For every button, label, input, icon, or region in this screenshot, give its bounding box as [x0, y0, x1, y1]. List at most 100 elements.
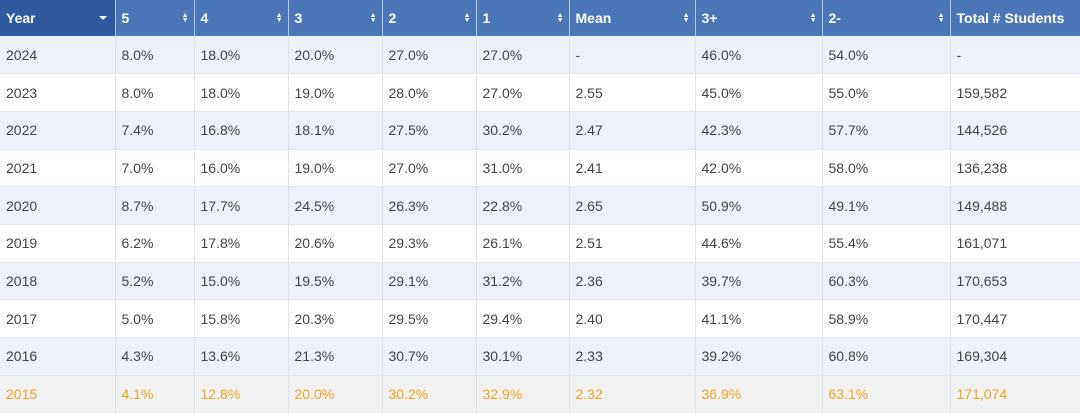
cell-score-1: 31.0% [476, 149, 570, 188]
cell-total-students: 144,526 [950, 111, 1080, 150]
cell-score-5: 4.3% [115, 337, 195, 376]
cell-score-1: 31.2% [476, 262, 570, 301]
cell-score-2: 27.5% [382, 111, 477, 150]
cell-score-2: 29.5% [382, 299, 477, 338]
column-header-label: 2- [828, 10, 841, 26]
cell-year: 2024 [0, 36, 116, 75]
cell-score-2: 30.7% [382, 337, 477, 376]
column-header-score-3[interactable]: 3 ▲ ▼ [288, 0, 383, 36]
cell-2-minus: 60.8% [822, 337, 951, 376]
cell-score-4: 17.7% [194, 186, 289, 225]
cell-score-1: 32.9% [476, 375, 570, 413]
column-header-score-5[interactable]: 5 ▲ ▼ [115, 0, 195, 36]
cell-score-1: 30.1% [476, 337, 570, 376]
cell-score-3: 20.0% [288, 36, 383, 75]
column-header-label: Total # Students [956, 10, 1065, 26]
column-header-score-2[interactable]: 2 ▲ ▼ [382, 0, 477, 36]
cell-3-plus: 42.3% [695, 111, 823, 150]
cell-score-3: 20.0% [288, 375, 383, 413]
cell-year: 2023 [0, 73, 116, 112]
cell-score-2: 27.0% [382, 149, 477, 188]
column-header-label: Mean [575, 10, 612, 26]
cell-score-2: 30.2% [382, 375, 477, 413]
cell-mean: 2.40 [569, 299, 696, 338]
sort-icon[interactable]: ▲ ▼ [937, 12, 945, 24]
cell-mean: 2.51 [569, 224, 696, 263]
cell-score-1: 27.0% [476, 36, 570, 75]
sort-icon[interactable]: ▲ ▼ [809, 12, 817, 24]
cell-total-students: 149,488 [950, 186, 1080, 225]
cell-score-3: 18.1% [288, 111, 383, 150]
cell-score-5: 6.2% [115, 224, 195, 263]
cell-score-2: 28.0% [382, 73, 477, 112]
column-header-score-1[interactable]: 1 ▲ ▼ [476, 0, 570, 36]
cell-2-minus: 49.1% [822, 186, 951, 225]
cell-2-minus: 63.1% [822, 375, 951, 413]
column-header-3-plus[interactable]: 3+ ▲ ▼ [695, 0, 823, 36]
cell-total-students: 136,238 [950, 149, 1080, 188]
cell-score-2: 29.1% [382, 262, 477, 301]
cell-mean: 2.33 [569, 337, 696, 376]
cell-3-plus: 46.0% [695, 36, 823, 75]
cell-total-students: 170,447 [950, 299, 1080, 338]
cell-score-4: 15.8% [194, 299, 289, 338]
sort-icon[interactable]: ▲ ▼ [275, 12, 283, 24]
caret-down-icon[interactable] [98, 16, 107, 20]
cell-total-students: 171,074 [950, 375, 1080, 413]
cell-score-5: 8.7% [115, 186, 195, 225]
cell-year: 2018 [0, 262, 116, 301]
cell-score-5: 7.4% [115, 111, 195, 150]
cell-mean: 2.32 [569, 375, 696, 413]
cell-score-4: 18.0% [194, 73, 289, 112]
sort-icon[interactable]: ▲ ▼ [682, 12, 690, 24]
column-header-mean[interactable]: Mean ▲ ▼ [569, 0, 696, 36]
cell-score-5: 7.0% [115, 149, 195, 188]
sort-icon[interactable]: ▲ ▼ [556, 12, 564, 24]
cell-2-minus: 57.7% [822, 111, 951, 150]
cell-score-3: 20.3% [288, 299, 383, 338]
cell-score-4: 16.8% [194, 111, 289, 150]
cell-score-4: 12.8% [194, 375, 289, 413]
cell-year: 2017 [0, 299, 116, 338]
cell-mean: 2.65 [569, 186, 696, 225]
table-row: 2018 5.2% 15.0% 19.5% 29.1% 31.2% 2.36 3… [0, 262, 1080, 301]
table-row: 2023 8.0% 18.0% 19.0% 28.0% 27.0% 2.55 4… [0, 73, 1080, 112]
sort-icon[interactable]: ▲ ▼ [463, 12, 471, 24]
cell-2-minus: 58.0% [822, 149, 951, 188]
column-header-score-4[interactable]: 4 ▲ ▼ [194, 0, 289, 36]
cell-year: 2020 [0, 186, 116, 225]
cell-3-plus: 39.2% [695, 337, 823, 376]
cell-score-3: 19.0% [288, 73, 383, 112]
cell-score-3: 20.6% [288, 224, 383, 263]
cell-mean: 2.36 [569, 262, 696, 301]
cell-year: 2019 [0, 224, 116, 263]
sort-icon[interactable]: ▲ ▼ [369, 12, 377, 24]
table-row-highlighted: 2015 4.1% 12.8% 20.0% 30.2% 32.9% 2.32 3… [0, 375, 1080, 413]
column-header-total-students[interactable]: Total # Students [950, 0, 1080, 36]
cell-score-4: 15.0% [194, 262, 289, 301]
table-row: 2024 8.0% 18.0% 20.0% 27.0% 27.0% - 46.0… [0, 36, 1080, 75]
table-row: 2016 4.3% 13.6% 21.3% 30.7% 30.1% 2.33 3… [0, 337, 1080, 376]
cell-score-5: 8.0% [115, 36, 195, 75]
table-row: 2020 8.7% 17.7% 24.5% 26.3% 22.8% 2.65 5… [0, 186, 1080, 225]
cell-2-minus: 54.0% [822, 36, 951, 75]
cell-mean: - [569, 36, 696, 75]
cell-total-students: 169,304 [950, 337, 1080, 376]
column-header-2-minus[interactable]: 2- ▲ ▼ [822, 0, 951, 36]
table-row: 2019 6.2% 17.8% 20.6% 29.3% 26.1% 2.51 4… [0, 224, 1080, 263]
column-header-year[interactable]: Year [0, 0, 116, 36]
cell-3-plus: 44.6% [695, 224, 823, 263]
cell-score-2: 29.3% [382, 224, 477, 263]
cell-2-minus: 58.9% [822, 299, 951, 338]
cell-score-3: 19.0% [288, 149, 383, 188]
cell-year: 2021 [0, 149, 116, 188]
column-header-label: Year [6, 10, 36, 26]
cell-3-plus: 45.0% [695, 73, 823, 112]
cell-year: 2022 [0, 111, 116, 150]
cell-score-4: 16.0% [194, 149, 289, 188]
sort-icon[interactable]: ▲ ▼ [181, 12, 189, 24]
cell-mean: 2.47 [569, 111, 696, 150]
cell-total-students: 159,582 [950, 73, 1080, 112]
cell-2-minus: 60.3% [822, 262, 951, 301]
cell-total-students: 170,653 [950, 262, 1080, 301]
